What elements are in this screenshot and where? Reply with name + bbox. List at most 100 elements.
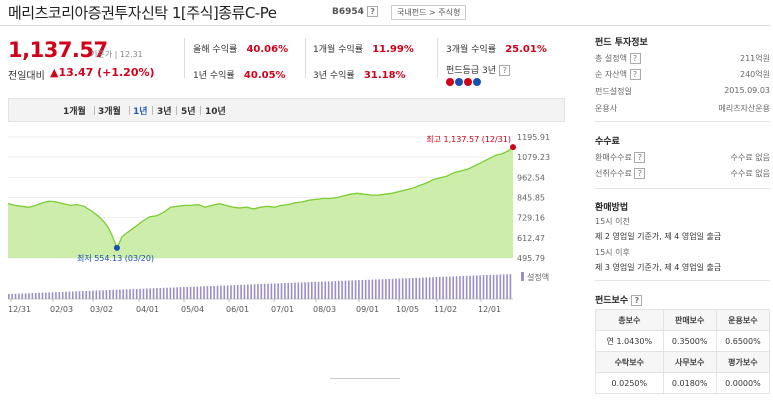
- sidebar-divider: [595, 280, 770, 281]
- y-tick-label: 962.54: [517, 173, 545, 182]
- price-line: [8, 146, 514, 250]
- tab-1m[interactable]: 1개월: [63, 107, 86, 117]
- volume-bar: [348, 280, 350, 299]
- volume-bar: [223, 285, 226, 299]
- fee-header: 판매보수: [662, 309, 717, 331]
- x-tick-label: 10/05: [396, 305, 419, 314]
- help-icon[interactable]: ?: [367, 6, 379, 17]
- volume-bar: [381, 279, 384, 299]
- volume-bar: [68, 291, 71, 299]
- volume-bar: [395, 278, 397, 299]
- volume-bar: [432, 277, 434, 299]
- volume-bar: [179, 287, 182, 299]
- tab-5y[interactable]: 5년: [181, 107, 196, 117]
- return-label: 3년 수익률: [313, 71, 355, 81]
- volume-bar: [85, 290, 88, 299]
- volume-bar: [273, 283, 276, 299]
- volume-bar: [34, 292, 37, 299]
- volume-bar: [270, 283, 273, 299]
- volume-bar: [509, 274, 512, 299]
- x-tick-label: 11/02: [434, 305, 457, 314]
- fee-cell: 0.3500%: [662, 330, 717, 352]
- volume-bar: [172, 287, 175, 299]
- info-label-text: 순 자산액: [595, 70, 627, 79]
- volume-bar: [230, 285, 232, 299]
- tab-3y[interactable]: 3년: [157, 107, 172, 117]
- volume-bar: [58, 292, 61, 299]
- volume-bar: [48, 292, 50, 299]
- volume-bar: [169, 287, 172, 299]
- fee-cell: 0.6500%: [715, 330, 771, 352]
- volume-bar: [435, 277, 438, 299]
- help-icon[interactable]: ?: [499, 64, 511, 76]
- volume-bar: [176, 287, 178, 299]
- volume-bar: [364, 279, 367, 299]
- help-icon[interactable]: ?: [629, 53, 641, 64]
- help-icon[interactable]: ?: [631, 295, 643, 306]
- volume-bar: [132, 289, 135, 299]
- volume-bar: [125, 289, 128, 299]
- return-ytd: 올해 수익률 40.06%: [193, 42, 288, 55]
- grade-dot-icon: [455, 78, 463, 86]
- help-icon[interactable]: ?: [634, 152, 646, 163]
- redeem-time: 15시 이전: [595, 217, 630, 226]
- volume-bar: [489, 274, 492, 299]
- volume-bar: [438, 276, 441, 299]
- volume-bar: [358, 280, 360, 299]
- volume-bar: [88, 290, 91, 299]
- volume-bar: [482, 275, 485, 299]
- volume-bar: [78, 291, 81, 299]
- volume-bar: [152, 288, 155, 299]
- volume-bar: [465, 275, 468, 299]
- volume-bar: [337, 280, 340, 299]
- tab-10y[interactable]: 10년: [205, 107, 226, 117]
- volume-bar: [233, 285, 236, 299]
- pay-title-text: 펀드보수: [595, 296, 629, 306]
- y-tick-label: 612.47: [517, 234, 545, 243]
- volume-bar: [14, 293, 17, 299]
- volume-bar: [472, 275, 475, 299]
- info-value: 2015.09.03: [724, 86, 770, 95]
- price-note: 기준가 | 12.31: [90, 50, 143, 59]
- volume-bar: [499, 274, 502, 299]
- tab-3m[interactable]: 3개월: [98, 107, 121, 117]
- volume-bar: [425, 277, 428, 299]
- volume-bar: [462, 276, 465, 299]
- help-icon[interactable]: ?: [629, 69, 641, 80]
- volume-bar: [496, 274, 498, 299]
- volume-bar: [98, 290, 101, 299]
- price-chart[interactable]: 1195.91 1079.23 962.54 845.85 729.16 612.47 49…: [8, 125, 568, 325]
- x-tick-label: 08/03: [313, 305, 336, 314]
- volume-bar: [162, 287, 165, 299]
- volume-bar: [24, 293, 27, 299]
- volume-bar: [193, 286, 195, 299]
- tab-1y[interactable]: 1년: [133, 107, 148, 117]
- help-icon[interactable]: ?: [634, 168, 646, 179]
- redeem-rule: 제 3 영업일 기준가, 제 4 영업일 출금: [595, 263, 722, 272]
- volume-bar: [304, 282, 306, 299]
- volume-bar: [371, 279, 374, 299]
- volume-bar: [324, 281, 327, 299]
- volume-bar: [236, 284, 239, 299]
- volume-bar: [243, 284, 246, 299]
- volume-bar: [455, 276, 458, 299]
- volume-bar: [253, 284, 256, 299]
- category-breadcrumb[interactable]: 국내펀드 > 주식형: [391, 5, 467, 20]
- return-1m: 1개월 수익률 11.99%: [313, 42, 414, 55]
- table-row: 수탁보수 사무보수 평가보수: [595, 351, 771, 373]
- volume-bar: [51, 292, 54, 299]
- table-row: 연 1.0430% 0.3500% 0.6500%: [595, 330, 771, 352]
- tab-divider: [200, 106, 201, 115]
- volume-bar: [45, 292, 47, 299]
- info-label-text: 총 설정액: [595, 54, 627, 63]
- volume-bar: [240, 284, 242, 299]
- fund-title: 메리츠코리아증권투자신탁 1[주식]종류C-Pe: [8, 4, 277, 22]
- volume-bar: [428, 277, 431, 299]
- period-tabs: 1개월 3개월 1년 3년 5년 10년: [8, 98, 565, 122]
- sidebar-divider: [595, 188, 770, 189]
- max-marker: [510, 144, 516, 151]
- volume-bar: [65, 291, 67, 299]
- volume-bar: [385, 279, 387, 299]
- x-tick-label: 12/01: [478, 305, 501, 314]
- tab-divider: [129, 106, 130, 115]
